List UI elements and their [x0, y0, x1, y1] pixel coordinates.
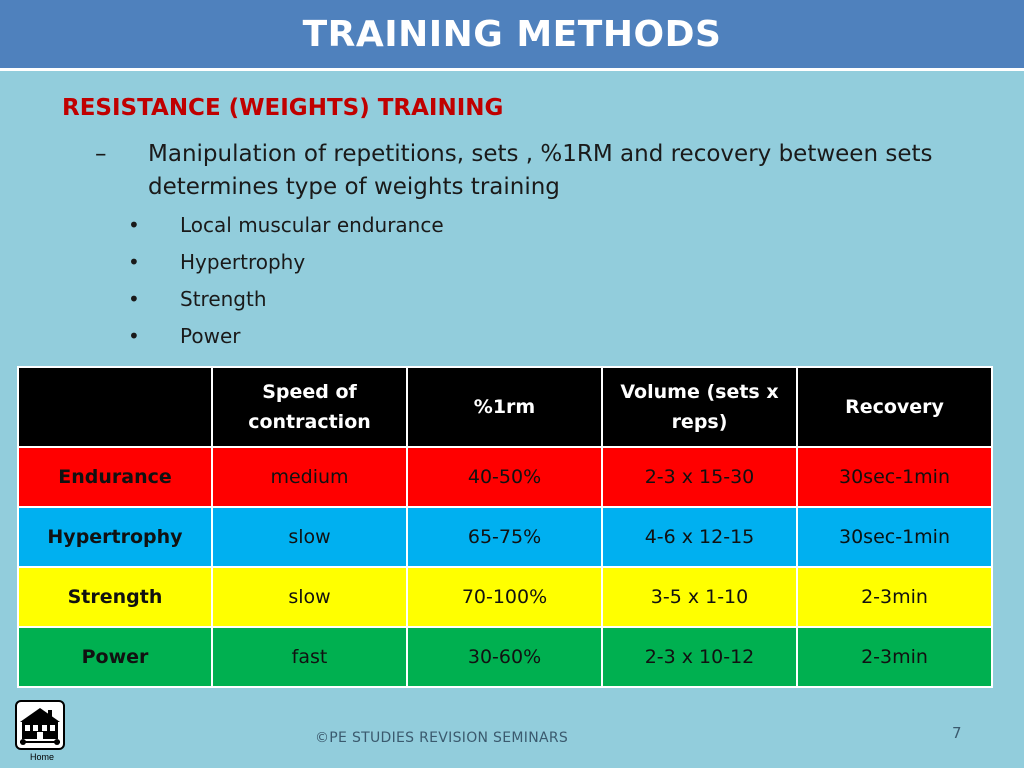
- bullet-text: Hypertrophy: [180, 250, 306, 274]
- house-icon[interactable]: [15, 700, 65, 750]
- slide-title: TRAINING METHODS: [302, 13, 722, 55]
- page-number: 7: [952, 724, 962, 742]
- header-cell-rm: %1rm: [406, 366, 603, 448]
- volume-cell: 2-3 x 10-12: [601, 626, 798, 688]
- section-heading: RESISTANCE (WEIGHTS) TRAINING: [62, 95, 504, 121]
- rm-cell: 30-60%: [406, 626, 603, 688]
- rm-cell: 65-75%: [406, 506, 603, 568]
- speed-cell: medium: [211, 446, 408, 508]
- recovery-cell: 30sec-1min: [796, 446, 993, 508]
- table-row: Strength slow 70-100% 3-5 x 1-10 2-3min: [17, 566, 993, 628]
- home-button[interactable]: Home: [15, 700, 69, 766]
- table-row: Power fast 30-60% 2-3 x 10-12 2-3min: [17, 626, 993, 688]
- recovery-cell: 2-3min: [796, 566, 993, 628]
- header-cell-volume: Volume (sets x reps): [601, 366, 798, 448]
- footer-copyright: ©PE STUDIES REVISION SEMINARS: [315, 730, 569, 746]
- rm-cell: 40-50%: [406, 446, 603, 508]
- bullet-dot-icon: •: [128, 287, 140, 311]
- volume-cell: 4-6 x 12-15: [601, 506, 798, 568]
- row-label: Strength: [17, 566, 213, 628]
- row-label: Power: [17, 626, 213, 688]
- training-methods-table: Speed of contraction %1rm Volume (sets x…: [17, 366, 993, 688]
- bullet-text: Strength: [180, 287, 267, 311]
- header-cell-empty: [17, 366, 213, 448]
- sub-point-text: Manipulation of repetitions, sets , %1RM…: [148, 141, 933, 200]
- speed-cell: fast: [211, 626, 408, 688]
- volume-cell: 3-5 x 1-10: [601, 566, 798, 628]
- table-header-row: Speed of contraction %1rm Volume (sets x…: [17, 366, 993, 448]
- dash-marker: –: [95, 141, 107, 167]
- bullet-dot-icon: •: [128, 250, 140, 274]
- recovery-cell: 30sec-1min: [796, 506, 993, 568]
- volume-cell: 2-3 x 15-30: [601, 446, 798, 508]
- table-row: Endurance medium 40-50% 2-3 x 15-30 30se…: [17, 446, 993, 508]
- bullet-text: Power: [180, 324, 241, 348]
- header-cell-speed: Speed of contraction: [211, 366, 408, 448]
- row-label: Endurance: [17, 446, 213, 508]
- bullet-dot-icon: •: [128, 213, 140, 237]
- rm-cell: 70-100%: [406, 566, 603, 628]
- row-label: Hypertrophy: [17, 506, 213, 568]
- recovery-cell: 2-3min: [796, 626, 993, 688]
- title-bar: TRAINING METHODS: [0, 0, 1024, 71]
- speed-cell: slow: [211, 566, 408, 628]
- bullet-text: Local muscular endurance: [180, 213, 444, 237]
- table-row: Hypertrophy slow 65-75% 4-6 x 12-15 30se…: [17, 506, 993, 568]
- bullet-dot-icon: •: [128, 324, 140, 348]
- speed-cell: slow: [211, 506, 408, 568]
- header-cell-recovery: Recovery: [796, 366, 993, 448]
- home-label[interactable]: Home: [29, 752, 54, 762]
